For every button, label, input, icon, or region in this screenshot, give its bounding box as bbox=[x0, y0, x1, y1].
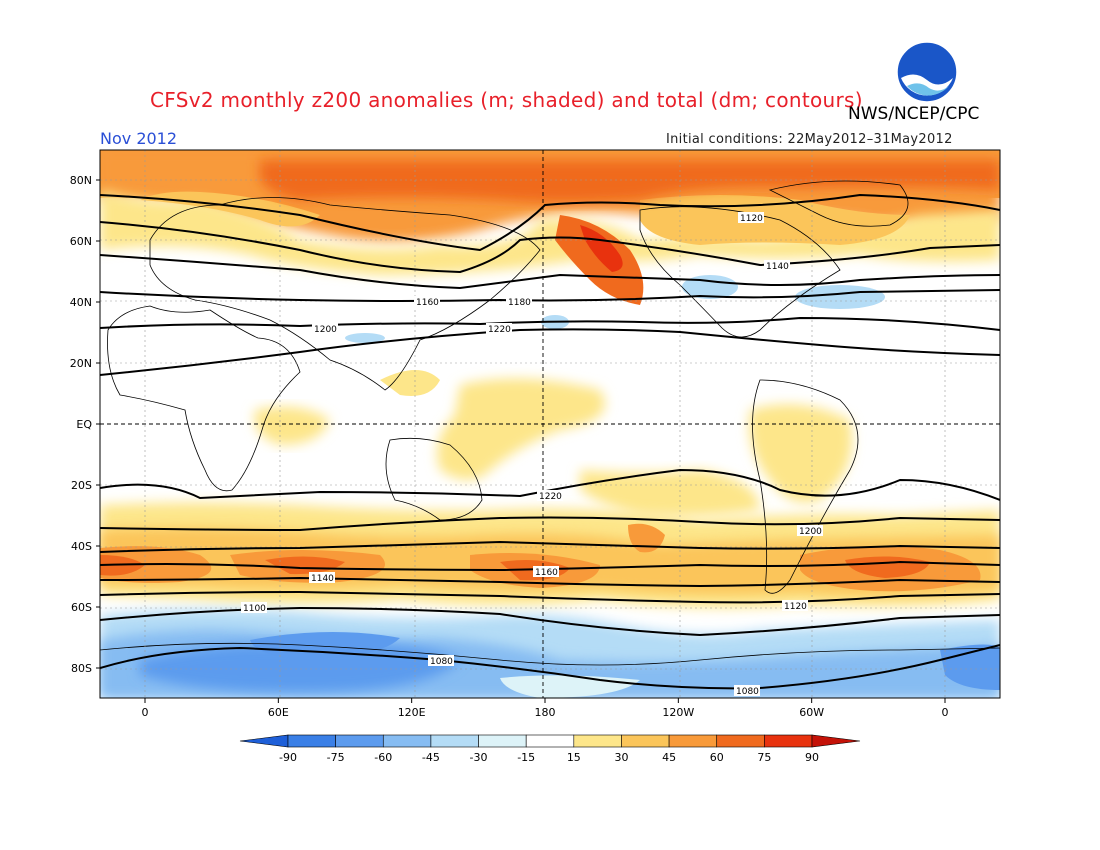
lon-label: 0 bbox=[142, 706, 149, 719]
credit-label: NWS/NCEP/CPC bbox=[848, 104, 980, 124]
contour-label-1080-e: 1080 bbox=[734, 685, 760, 697]
lat-label: 80N bbox=[70, 174, 92, 187]
contour-label-1160: 1160 bbox=[414, 296, 440, 308]
colorbar: -90 -75 -60 -45 -30 -15 15 30 45 60 75 90 bbox=[239, 734, 861, 764]
lat-label: 40N bbox=[70, 296, 92, 309]
colorbar-label: 90 bbox=[805, 751, 819, 764]
colorbar-high-triangle bbox=[811, 734, 861, 748]
latitude-labels: 80N 60N 40N 20N EQ 20S 40S 60S 80S bbox=[70, 174, 100, 675]
svg-text:1220: 1220 bbox=[488, 325, 511, 335]
contour-label-1080: 1080 bbox=[428, 655, 454, 667]
lat-label: EQ bbox=[76, 418, 92, 431]
svg-text:1140: 1140 bbox=[311, 574, 334, 584]
noaa-logo bbox=[896, 41, 958, 103]
svg-text:1080: 1080 bbox=[430, 657, 453, 667]
colorbar-swatch bbox=[335, 734, 384, 748]
colorbar-swatch bbox=[382, 734, 432, 748]
svg-text:1080: 1080 bbox=[736, 687, 759, 697]
colorbar-label: 45 bbox=[662, 751, 676, 764]
colorbar-low-triangle bbox=[239, 734, 289, 748]
contour-label-1120-s: 1120 bbox=[782, 600, 808, 612]
lat-label: 20S bbox=[71, 479, 92, 492]
forecast-month: Nov 2012 bbox=[100, 129, 178, 148]
svg-text:1200: 1200 bbox=[314, 325, 337, 335]
contour-label-1140: 1140 bbox=[764, 260, 790, 272]
colorbar-label: -75 bbox=[327, 751, 345, 764]
colorbar-label: 30 bbox=[614, 751, 628, 764]
colorbar-label: -45 bbox=[422, 751, 440, 764]
chart-title: CFSv2 monthly z200 anomalies (m; shaded)… bbox=[150, 88, 863, 112]
contour-label-1220: 1220 bbox=[486, 323, 512, 335]
contour-label-1140-s: 1140 bbox=[309, 572, 335, 584]
contour-label-1160-s: 1160 bbox=[533, 566, 559, 578]
contour-label-1180: 1180 bbox=[506, 296, 532, 308]
colorbar-label: -15 bbox=[517, 751, 535, 764]
colorbar-label: 75 bbox=[757, 751, 771, 764]
longitude-labels: 0 60E 120E 180 120W 60W 0 bbox=[142, 698, 949, 719]
lon-label: 180 bbox=[535, 706, 556, 719]
contour-label-1220-s: 1220 bbox=[537, 490, 563, 502]
lat-label: 40S bbox=[71, 540, 92, 553]
colorbar-swatch bbox=[478, 734, 527, 748]
svg-text:1180: 1180 bbox=[508, 298, 531, 308]
colorbar-swatch bbox=[573, 734, 622, 748]
svg-text:1200: 1200 bbox=[799, 527, 822, 537]
svg-text:1220: 1220 bbox=[539, 492, 562, 502]
lat-label: 60N bbox=[70, 235, 92, 248]
colorbar-swatch bbox=[716, 734, 765, 748]
lon-label: 60E bbox=[268, 706, 289, 719]
colorbar-label: -90 bbox=[279, 751, 297, 764]
svg-text:1140: 1140 bbox=[766, 262, 789, 272]
contour-label-1100: 1100 bbox=[241, 602, 267, 614]
colorbar-label: -60 bbox=[374, 751, 392, 764]
height-contours bbox=[100, 193, 1000, 690]
coastlines bbox=[100, 180, 1000, 666]
lon-label: 120W bbox=[662, 706, 694, 719]
contour-label-1200: 1200 bbox=[312, 323, 338, 335]
contour-label-1120: 1120 bbox=[738, 212, 764, 224]
colorbar-swatch bbox=[621, 734, 670, 748]
svg-text:1100: 1100 bbox=[243, 604, 266, 614]
lon-label: 120E bbox=[398, 706, 426, 719]
lat-label: 20N bbox=[70, 357, 92, 370]
colorbar-swatch bbox=[287, 734, 336, 748]
initial-conditions: Initial conditions: 22May2012–31May2012 bbox=[666, 132, 953, 147]
svg-text:1160: 1160 bbox=[416, 298, 439, 308]
colorbar-label: 60 bbox=[710, 751, 724, 764]
lon-label: 0 bbox=[942, 706, 949, 719]
lon-label: 60W bbox=[799, 706, 824, 719]
colorbar-swatch bbox=[764, 734, 813, 748]
lat-label: 60S bbox=[71, 601, 92, 614]
colorbar-swatch bbox=[668, 734, 718, 748]
svg-text:1160: 1160 bbox=[535, 568, 558, 578]
colorbar-swatch bbox=[430, 734, 479, 748]
contour-labels: 1120 1140 1160 1180 1200 1220 1220 1200 … bbox=[241, 212, 823, 697]
equator-dateline bbox=[100, 150, 1000, 698]
svg-text:1120: 1120 bbox=[784, 602, 807, 612]
colorbar-label: -30 bbox=[470, 751, 488, 764]
colorbar-label: 15 bbox=[567, 751, 581, 764]
svg-text:1120: 1120 bbox=[740, 214, 763, 224]
contour-label-1200-s: 1200 bbox=[797, 525, 823, 537]
colorbar-swatch bbox=[525, 734, 575, 748]
lat-label: 80S bbox=[71, 662, 92, 675]
